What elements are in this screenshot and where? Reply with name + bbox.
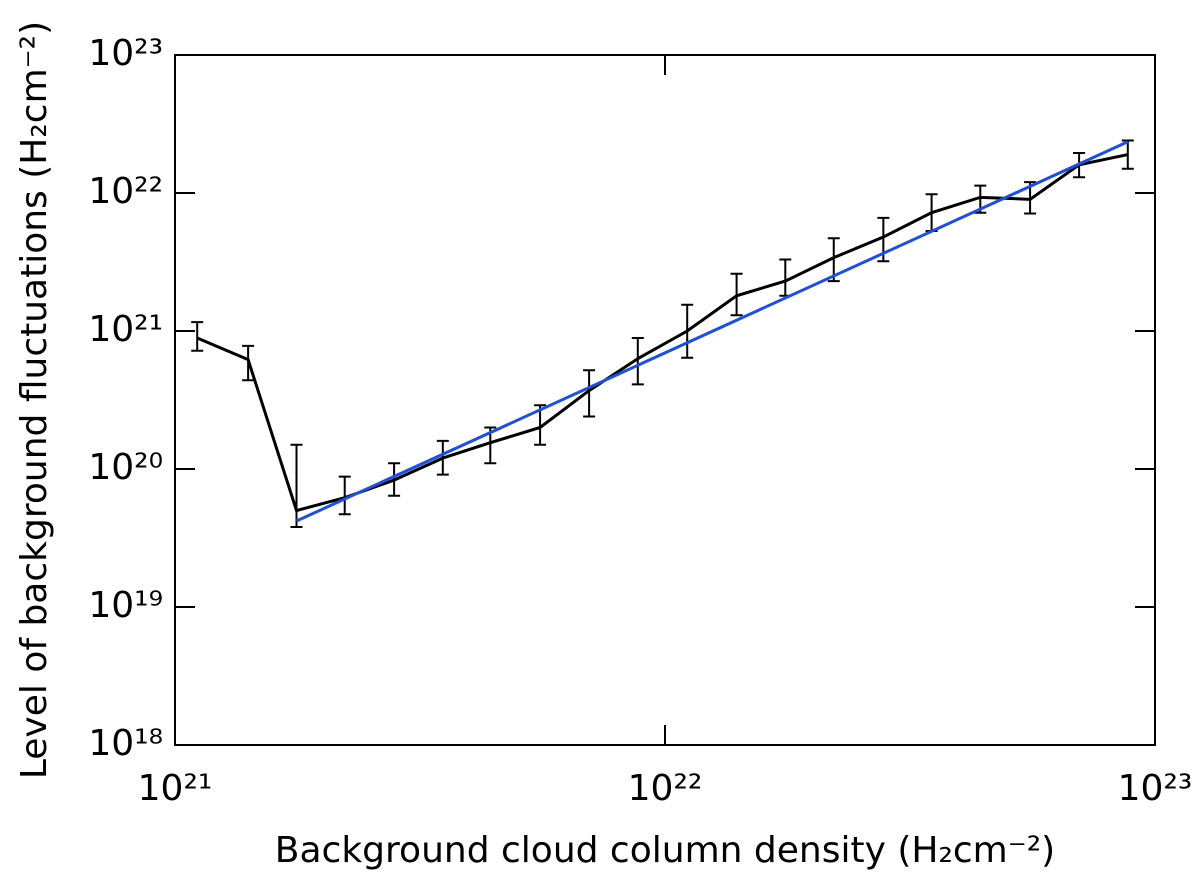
y-tick-label: 10²²: [88, 171, 163, 212]
error-bar: [583, 369, 596, 418]
x-tick-label: 10²²: [628, 768, 703, 809]
y-tick-label: 10²³: [88, 33, 163, 74]
error-bar: [631, 336, 644, 386]
y-tick-label: 10¹⁸: [88, 723, 163, 764]
error-bar: [338, 475, 351, 516]
series-line: [295, 140, 1129, 523]
y-axis-label: Level of background fluctuations (H₂cm⁻²…: [14, 21, 55, 779]
y-tick-label: 10¹⁹: [88, 585, 163, 626]
series-line: [196, 153, 1129, 513]
error-bar: [290, 443, 303, 528]
error-bar: [827, 237, 840, 283]
x-axis-label: Background cloud column density (H₂cm⁻²): [275, 830, 1055, 871]
x-tick-label: 10²¹: [138, 768, 213, 809]
x-tick-label: 10²³: [1118, 768, 1193, 809]
y-tick-label: 10²⁰: [88, 447, 163, 488]
error-bar: [534, 404, 547, 446]
plot-frame: [174, 54, 1156, 746]
error-bar: [191, 321, 204, 352]
y-tick-label: 10²¹: [88, 309, 163, 350]
